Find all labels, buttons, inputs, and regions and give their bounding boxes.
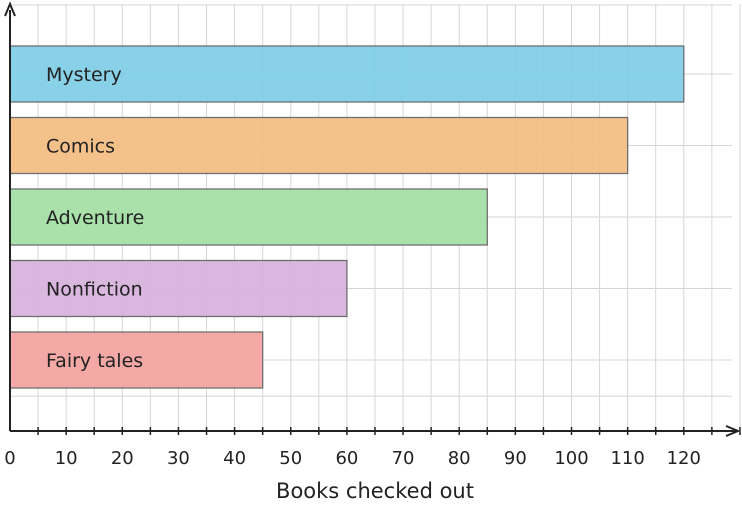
x-tick-label: 60 [335, 448, 358, 469]
axes-group [4, 1, 741, 437]
x-tick-label: 70 [392, 448, 415, 469]
bar-mystery [9, 45, 685, 103]
bars-group: Mystery Comics Adventure Nonfiction Fairy ta… [9, 45, 685, 389]
x-tick-label: 120 [667, 448, 701, 469]
bar-comics [9, 116, 629, 175]
category-label: Fairy tales [46, 350, 143, 372]
x-axis-title: Books checked out [276, 479, 474, 503]
tick-labels: 0 10 20 30 40 50 60 70 80 90 100 110 120 [4, 448, 701, 469]
x-tick-label: 20 [111, 448, 134, 469]
x-tick-label: 80 [448, 448, 471, 469]
bar-nonfiction [9, 259, 348, 318]
y-axis-arrow [4, 1, 16, 17]
x-tick-label: 100 [554, 448, 588, 469]
x-tick-label: 0 [4, 448, 15, 469]
x-tick-label: 30 [167, 448, 190, 469]
category-label: Mystery [46, 64, 122, 86]
x-tick-label: 110 [610, 448, 644, 469]
category-label: Adventure [46, 207, 144, 229]
x-axis-arrow [725, 425, 741, 437]
bar-adventure [9, 188, 488, 246]
x-tick-label: 50 [279, 448, 302, 469]
category-label: Nonfiction [46, 279, 143, 301]
x-tick-label: 10 [55, 448, 78, 469]
x-tick-label: 40 [223, 448, 246, 469]
x-tick-label: 90 [504, 448, 527, 469]
category-label: Comics [46, 136, 115, 158]
